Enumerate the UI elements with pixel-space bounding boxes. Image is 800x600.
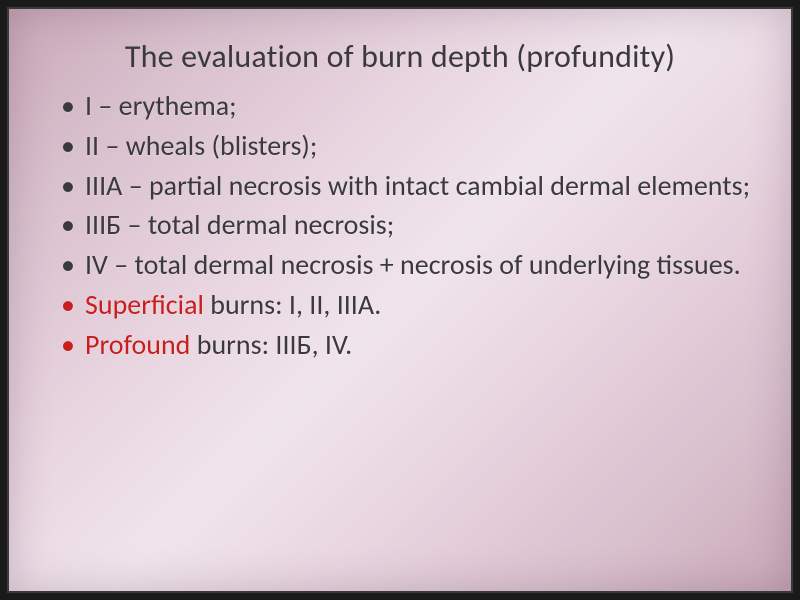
list-item: IIIА – partial necrosis with intact camb… bbox=[57, 168, 751, 204]
list-item: Profound burns: IIIБ, IV. bbox=[57, 327, 751, 363]
list-item-text: IV – total dermal necrosis + necrosis of… bbox=[85, 247, 741, 282]
list-item: Superficial burns: I, II, IIIA. bbox=[57, 287, 751, 323]
list-item-text: IIIА – partial necrosis with intact camb… bbox=[85, 168, 750, 203]
list-item: I – erythema; bbox=[57, 88, 751, 124]
list-item: II – wheals (blisters); bbox=[57, 128, 751, 164]
list-item: IIIБ – total dermal necrosis; bbox=[57, 207, 751, 243]
list-item: IV – total dermal necrosis + necrosis of… bbox=[57, 247, 751, 283]
list-item-text: burns: IIIБ, IV. bbox=[197, 327, 352, 362]
list-item-text: II – wheals (blisters); bbox=[85, 128, 317, 163]
slide-title: The evaluation of burn depth (profundity… bbox=[49, 37, 751, 76]
list-item-accent-text: Superficial bbox=[85, 287, 210, 322]
list-item-text: IIIБ – total dermal necrosis; bbox=[85, 207, 394, 242]
bullet-list: I – erythema; II – wheals (blisters); II… bbox=[49, 88, 751, 363]
list-item-text: I – erythema; bbox=[85, 88, 237, 123]
list-item-text: burns: I, II, IIIA. bbox=[210, 287, 381, 322]
list-item-accent-text: Profound bbox=[85, 327, 197, 362]
slide-outer-frame: The evaluation of burn depth (profundity… bbox=[0, 0, 800, 600]
slide-content-area: The evaluation of burn depth (profundity… bbox=[7, 7, 793, 593]
